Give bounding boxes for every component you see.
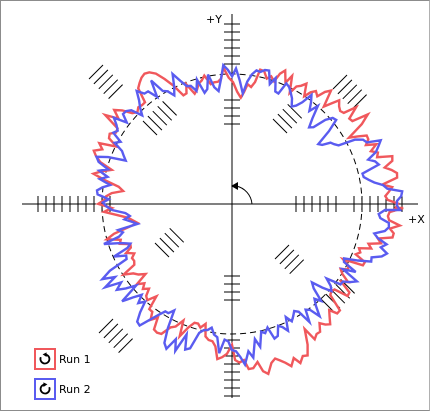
hatch-mark <box>347 89 363 105</box>
hatch-mark <box>154 242 170 258</box>
axes <box>22 14 418 398</box>
legend: Run 1 Run 2 <box>34 346 91 406</box>
hatch-mark <box>152 110 168 126</box>
hatch-mark <box>169 227 185 243</box>
hatch-mark <box>342 84 358 100</box>
x-axis-label: +X <box>408 213 425 226</box>
hatch-mark <box>142 120 158 136</box>
hatch-mark <box>108 328 124 344</box>
hatch-mark <box>118 338 133 353</box>
rotation-direction-icon <box>231 182 253 205</box>
hatch-mark <box>289 259 305 275</box>
legend-label-run-2: Run 2 <box>59 382 91 396</box>
hatch-mark <box>147 115 163 131</box>
hatch-mark <box>287 103 303 119</box>
hatch-mark <box>272 118 288 134</box>
hatch-mark <box>282 108 298 124</box>
hatch-mark <box>98 74 114 90</box>
hatch-mark <box>284 254 300 270</box>
hatch-mark <box>103 79 119 95</box>
legend-swatch-run-1[interactable] <box>34 348 56 370</box>
hatch-mark <box>108 84 123 99</box>
hatch-mark <box>88 64 104 80</box>
hatch-mark <box>159 237 175 253</box>
hatch-mark <box>277 113 293 129</box>
hatch-mark <box>162 101 177 116</box>
legend-item-run-1[interactable]: Run 1 <box>34 346 91 372</box>
hatch-mark <box>274 244 290 260</box>
run-1-trace <box>90 64 404 376</box>
hatch-marks <box>88 64 367 353</box>
hatch-mark <box>352 94 367 109</box>
hatch-mark <box>113 333 129 349</box>
hatch-mark <box>93 69 109 85</box>
hatch-mark <box>164 232 180 248</box>
legend-label-run-1: Run 1 <box>59 352 91 366</box>
hatch-mark <box>337 79 353 95</box>
run-2-trace <box>94 62 404 368</box>
hatch-mark <box>279 249 295 265</box>
legend-item-run-2[interactable]: Run 2 <box>34 376 91 402</box>
rotate-clockwise-icon <box>39 352 51 365</box>
hatch-mark <box>157 105 173 121</box>
y-axis-label: +Y <box>206 13 222 26</box>
rotate-counterclockwise-icon <box>39 382 51 395</box>
legend-swatch-run-2[interactable] <box>34 378 56 400</box>
hatch-mark <box>332 74 348 90</box>
hatch-mark <box>98 318 114 334</box>
hatch-mark <box>103 323 119 339</box>
